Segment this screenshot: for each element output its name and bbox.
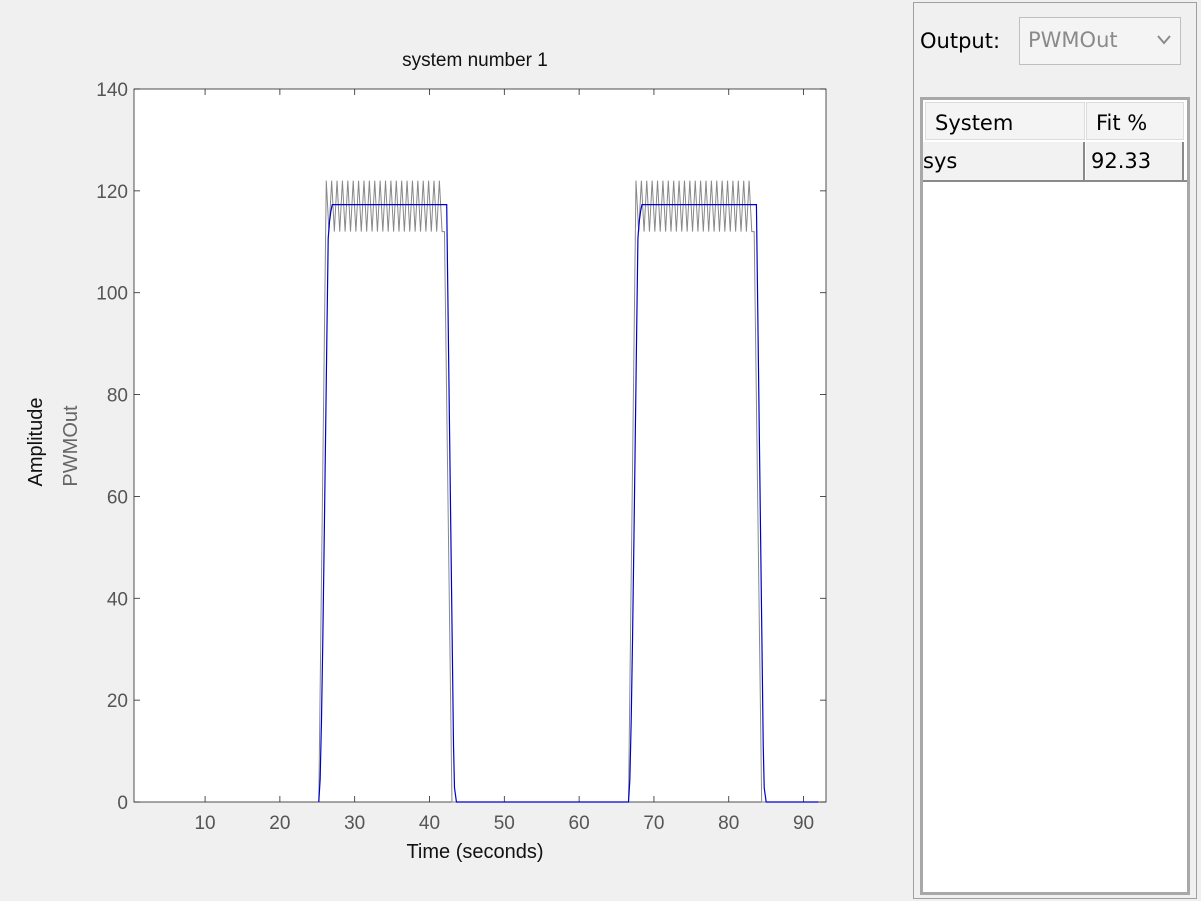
table-cell-fit[interactable]: 92.33: [1086, 142, 1184, 180]
x-tick-label: 70: [643, 813, 664, 834]
fit-table: System Fit % sys 92.33: [920, 97, 1190, 895]
output-label: Output:: [920, 29, 1001, 53]
plot-background: [133, 88, 827, 803]
y-tick-label: 20: [107, 691, 128, 712]
column-header-fit[interactable]: Fit %: [1086, 102, 1184, 140]
x-tick-label: 90: [793, 813, 814, 834]
chevron-down-icon: [1157, 35, 1171, 45]
table-cell-system[interactable]: sys: [923, 142, 1085, 180]
y-axis-sublabel: PWMOut: [60, 405, 82, 487]
x-axis-ticks: 10 20 30 40 50 60 70 80 90: [194, 89, 814, 834]
x-tick-label: 20: [269, 813, 290, 834]
y-tick-label: 0: [117, 793, 128, 814]
output-row: Output: PWMOut: [920, 17, 1190, 67]
x-tick-label: 50: [494, 813, 515, 834]
row-divider: [923, 180, 1187, 182]
y-axis-ticks: 0 20 40 60 80 100 120 140: [96, 80, 826, 814]
x-tick-label: 40: [419, 813, 440, 834]
y-tick-label: 120: [96, 182, 128, 203]
side-panel: Output: PWMOut System Fit % sys 92.33: [913, 2, 1197, 899]
x-tick-label: 10: [194, 813, 215, 834]
x-tick-label: 30: [344, 813, 365, 834]
x-tick-label: 60: [569, 813, 590, 834]
column-header-system[interactable]: System: [925, 102, 1085, 140]
x-axis-label: Time (seconds): [406, 841, 543, 863]
y-tick-label: 80: [107, 386, 128, 407]
y-tick-label: 140: [96, 80, 128, 101]
output-dropdown-value: PWMOut: [1028, 28, 1118, 52]
y-tick-label: 60: [107, 487, 128, 508]
series-layer: [318, 180, 819, 803]
output-dropdown[interactable]: PWMOut: [1019, 17, 1181, 65]
x-tick-label: 80: [718, 813, 739, 834]
chart-title: system number 1: [402, 50, 548, 71]
plot-area: 0 20 40 60 80 100 120 140 10 20 30 40 50 60 70 80 90 sy…: [25, 50, 827, 863]
y-tick-label: 40: [107, 589, 128, 610]
y-axis-label: Amplitude: [25, 398, 47, 487]
y-tick-label: 100: [96, 284, 128, 305]
chart: 0 20 40 60 80 100 120 140 10 20 30 40 50 60 70 80 90 sy…: [25, 50, 827, 863]
series-model-line: [318, 204, 819, 803]
